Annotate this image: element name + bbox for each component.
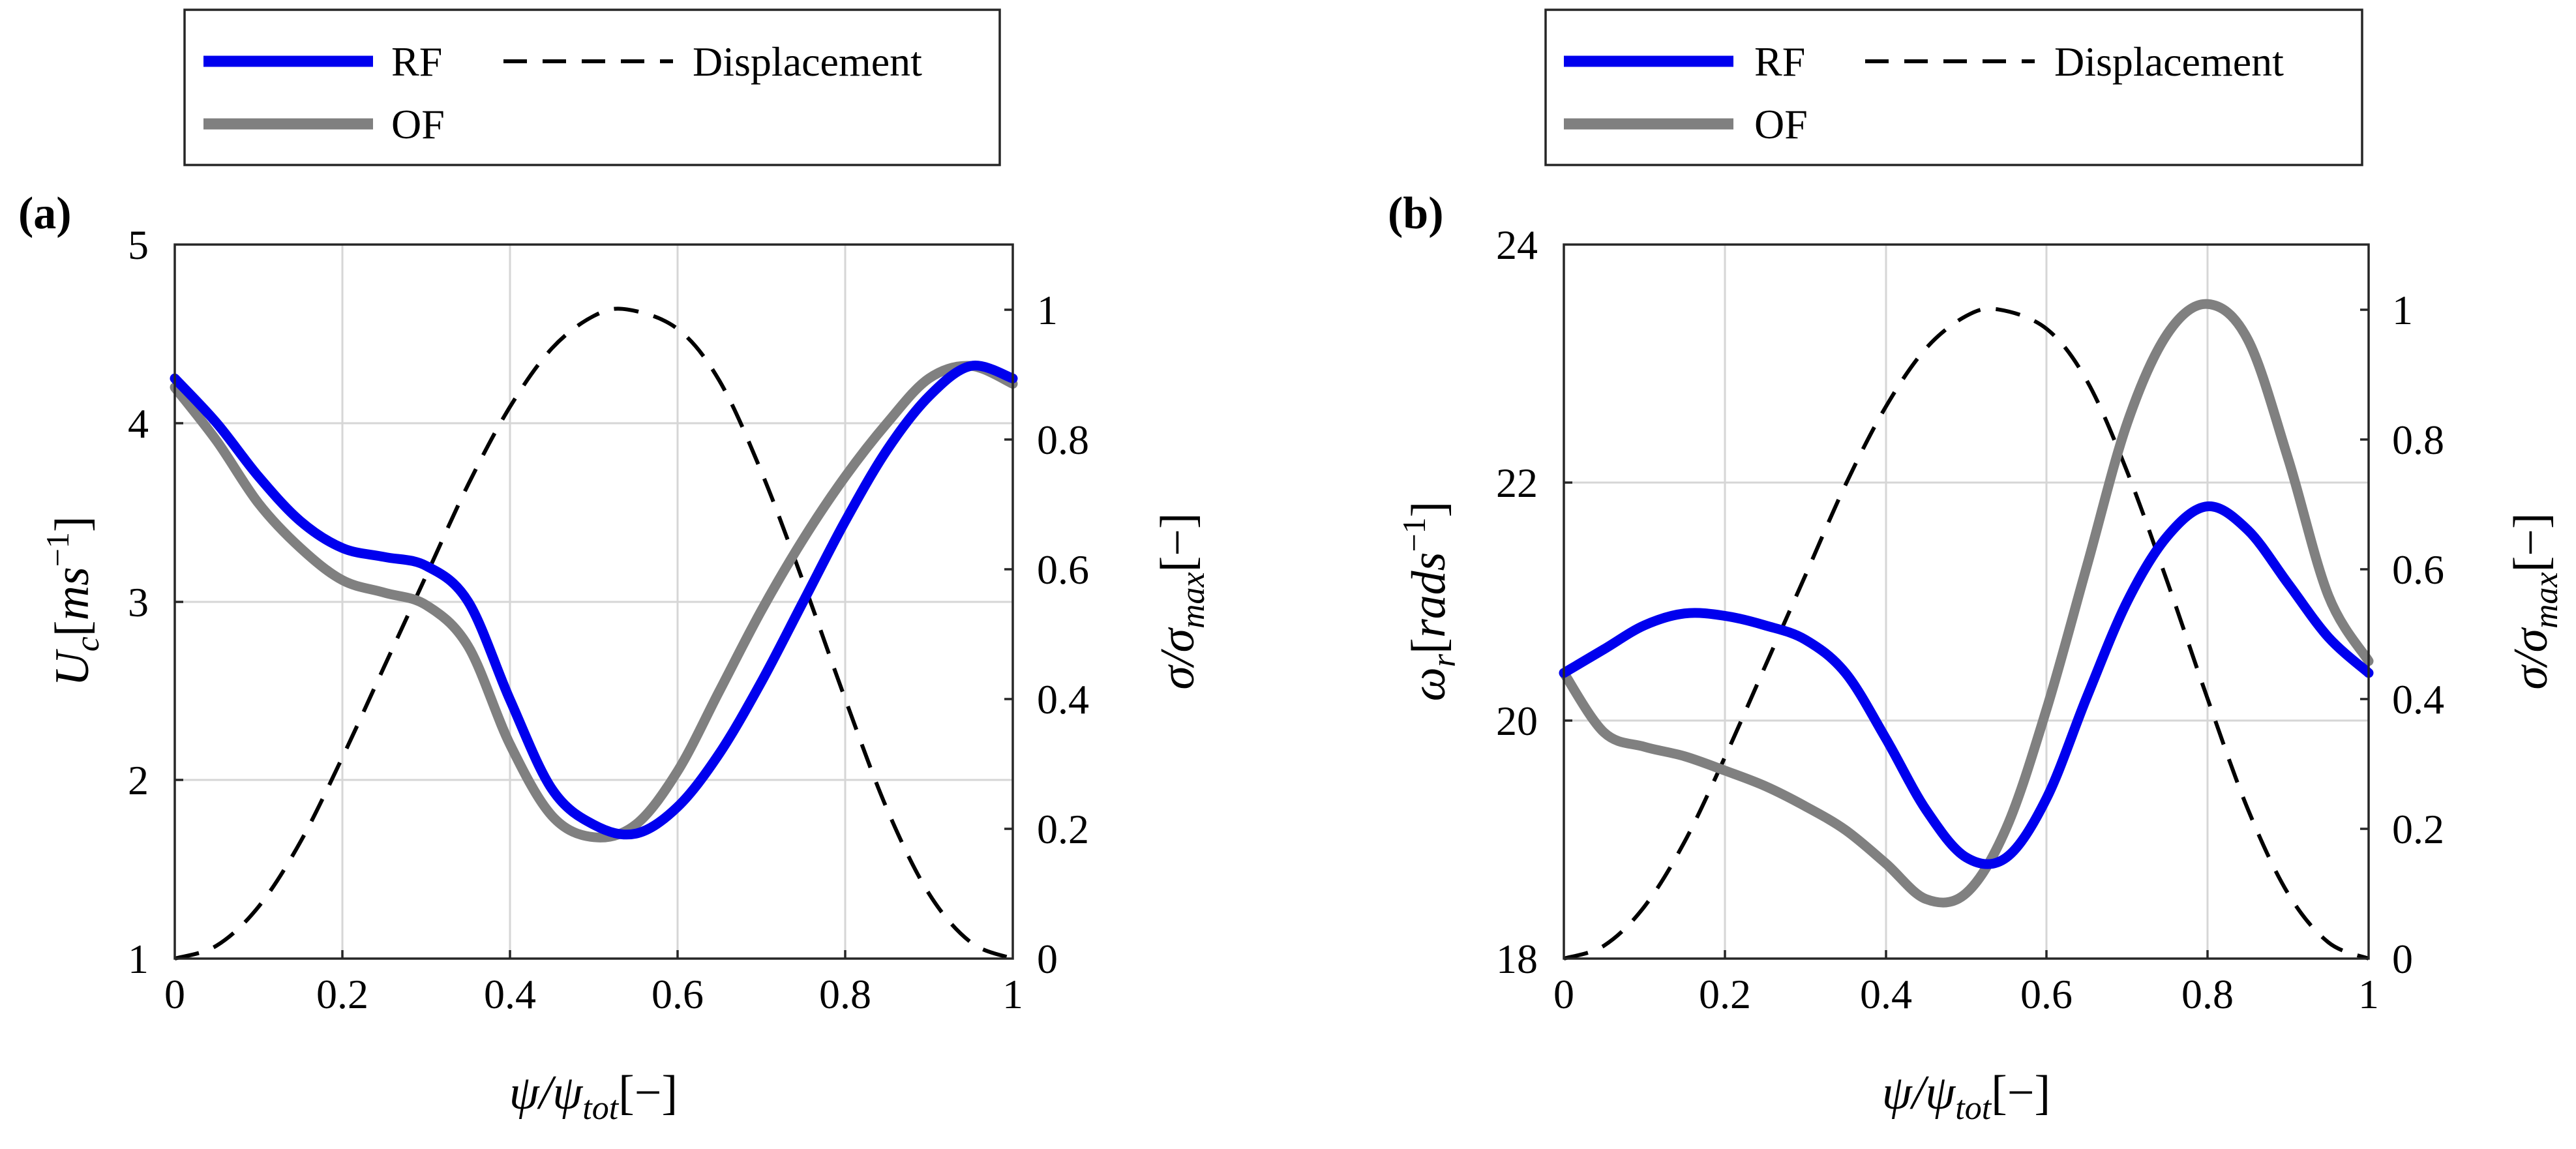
tickmarks-b: [1564, 308, 2369, 959]
xtick-b-1: 1: [2358, 971, 2379, 1017]
legend-a-of-label: OF: [391, 101, 445, 147]
series-b-displacement: [1563, 306, 2370, 961]
xtick-b-0.4: 0.4: [1860, 971, 1912, 1017]
rtick-b-1: 1: [2392, 287, 2413, 333]
ytick-a-5: 5: [128, 222, 149, 268]
rtick-a-0.2: 0.2: [1037, 806, 1089, 852]
x-axis-label-a: ψ/ψtot[−]: [509, 1066, 678, 1127]
grid-a: [175, 245, 1013, 959]
legend-b-displacement-label: Displacement: [2054, 38, 2284, 85]
ytick-a-4: 4: [128, 400, 149, 447]
legend-b-box: [1544, 8, 2363, 166]
legend-a: RF Displacement OF: [183, 8, 1001, 166]
ytick-b-20: 20: [1496, 698, 1538, 744]
xtick-b-0.8: 0.8: [2181, 971, 2234, 1017]
xtick-a-0.4: 0.4: [484, 971, 536, 1017]
legend-b-of-label: OF: [1754, 101, 1808, 147]
yticks-right-b: 0 0.2 0.4 0.6 0.8 1: [2392, 287, 2444, 982]
series-a-rf: [170, 361, 1018, 840]
legend-b: RF Displacement OF: [1544, 8, 2363, 166]
plot-frame-b: [1563, 243, 2370, 960]
yticks-left-b: 18 20 22 24: [1496, 222, 1538, 982]
rtick-b-0.4: 0.4: [2392, 676, 2444, 723]
rtick-b-0.8: 0.8: [2392, 417, 2444, 463]
yticks-right-a: 0 0.2 0.4 0.6 0.8 1: [1037, 287, 1089, 982]
series-a-of: [170, 361, 1018, 843]
xticks-a: 0 0.2 0.4 0.6 0.8 1: [164, 971, 1023, 1017]
grid-b: [1564, 245, 2369, 959]
y-axis-label-left-a: Uc[ms−1]: [39, 516, 106, 686]
rtick-a-0.8: 0.8: [1037, 417, 1089, 463]
y-axis-label-right-a: σ/σmax[−]: [1151, 513, 1212, 689]
ytick-b-22: 22: [1496, 460, 1538, 506]
panel-a-label: (a): [18, 188, 72, 239]
xtick-a-1: 1: [1002, 971, 1023, 1017]
rtick-a-1: 1: [1037, 287, 1058, 333]
legend-a-rf-label: RF: [391, 38, 442, 85]
xtick-b-0: 0: [1553, 971, 1574, 1017]
xtick-b-0.2: 0.2: [1699, 971, 1751, 1017]
tickmarks-a: [175, 308, 1013, 959]
ytick-b-18: 18: [1496, 936, 1538, 982]
rtick-b-0.6: 0.6: [2392, 546, 2444, 593]
y-axis-label-right-b: σ/σmax[−]: [2504, 513, 2565, 689]
xtick-a-0.6: 0.6: [651, 971, 704, 1017]
panel-b-label: (b): [1388, 188, 1444, 239]
legend-b-rf-label: RF: [1754, 38, 1805, 85]
xtick-a-0.8: 0.8: [819, 971, 871, 1017]
legend-a-box: [183, 8, 1001, 166]
rtick-b-0.2: 0.2: [2392, 806, 2444, 852]
yticks-left-a: 1 2 3 4 5: [128, 222, 149, 982]
rtick-b-0: 0: [2392, 936, 2413, 982]
series-b-of: [1559, 299, 2374, 908]
x-axis-label-b: ψ/ψtot[−]: [1882, 1066, 2050, 1127]
xtick-b-0.6: 0.6: [2020, 971, 2073, 1017]
xticks-b: 0 0.2 0.4 0.6 0.8 1: [1553, 971, 2379, 1017]
legend-a-displacement-label: Displacement: [693, 38, 922, 85]
rtick-a-0.4: 0.4: [1037, 676, 1089, 723]
ytick-b-24: 24: [1496, 222, 1538, 268]
xtick-a-0: 0: [164, 971, 185, 1017]
panel-b: RF Displacement OF (b): [1388, 8, 2565, 1127]
xtick-a-0.2: 0.2: [316, 971, 368, 1017]
ytick-a-3: 3: [128, 579, 149, 625]
ytick-a-2: 2: [128, 757, 149, 803]
rtick-a-0.6: 0.6: [1037, 546, 1089, 593]
panel-a: RF Displacement OF (a): [18, 8, 1212, 1127]
ytick-a-1: 1: [128, 936, 149, 982]
y-axis-label-left-b: ωr[rads−1]: [1396, 501, 1463, 702]
series-b-rf: [1559, 501, 2374, 869]
rtick-a-0: 0: [1037, 936, 1058, 982]
series-a-displacement: [174, 306, 1014, 961]
